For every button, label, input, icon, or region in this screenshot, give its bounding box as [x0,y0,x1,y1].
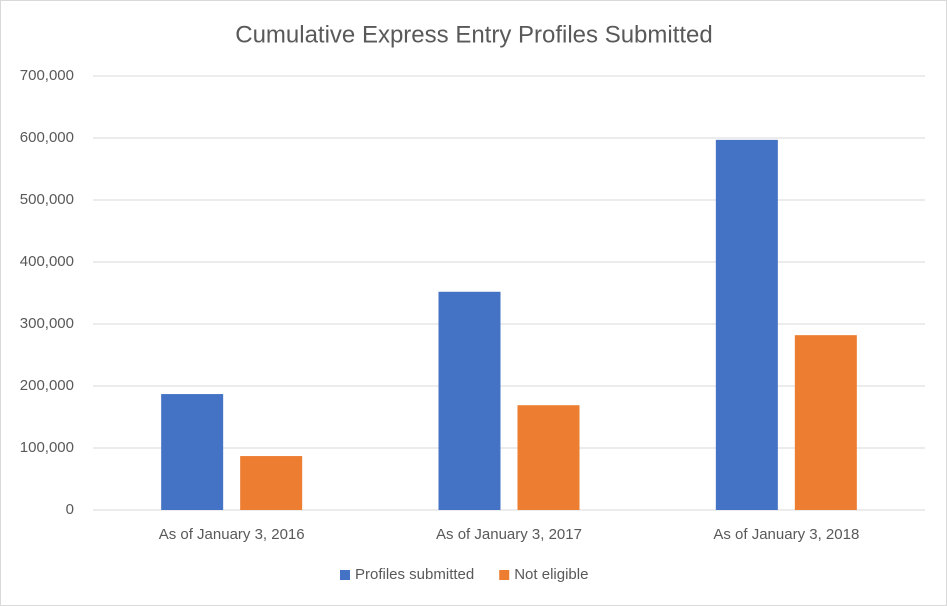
legend-swatch [340,570,350,580]
y-tick-label: 600,000 [20,129,74,146]
y-tick-label: 300,000 [20,315,74,332]
bar [794,335,857,510]
bar [240,456,303,510]
bar [715,139,778,511]
chart-title: Cumulative Express Entry Profiles Submit… [235,21,713,48]
y-tick-label: 100,000 [20,439,74,456]
legend-label: Profiles submitted [355,566,474,583]
y-tick-label: 700,000 [20,67,74,84]
x-tick-label: As of January 3, 2017 [436,526,582,543]
legend-label: Not eligible [514,566,588,583]
bar [438,291,501,510]
y-tick-label: 0 [66,501,74,518]
y-tick-label: 400,000 [20,253,74,270]
legend-swatch [499,570,510,580]
x-tick-label: As of January 3, 2018 [713,526,859,543]
bar [161,394,224,510]
y-tick-label: 200,000 [20,377,74,394]
x-tick-label: As of January 3, 2016 [159,526,305,543]
y-tick-label: 500,000 [20,191,74,208]
bar [517,405,580,510]
